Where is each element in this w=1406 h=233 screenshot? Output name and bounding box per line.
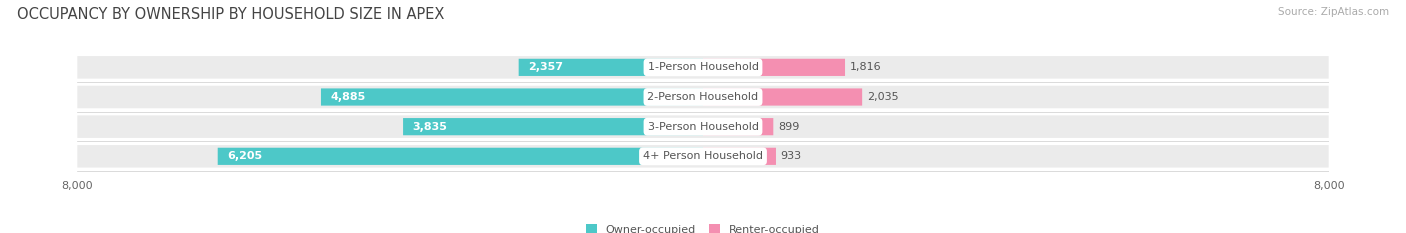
Text: 1-Person Household: 1-Person Household (648, 62, 758, 72)
FancyBboxPatch shape (703, 88, 862, 106)
Text: 4,885: 4,885 (330, 92, 366, 102)
Text: 3,835: 3,835 (412, 122, 447, 132)
FancyBboxPatch shape (77, 115, 1329, 138)
Text: 2,035: 2,035 (868, 92, 898, 102)
Text: 1,816: 1,816 (849, 62, 882, 72)
Text: 2,357: 2,357 (529, 62, 562, 72)
Text: 933: 933 (780, 151, 801, 161)
Text: 3-Person Household: 3-Person Household (648, 122, 758, 132)
Text: Source: ZipAtlas.com: Source: ZipAtlas.com (1278, 7, 1389, 17)
FancyBboxPatch shape (703, 148, 776, 165)
FancyBboxPatch shape (77, 145, 1329, 168)
FancyBboxPatch shape (404, 118, 703, 135)
Text: 899: 899 (778, 122, 800, 132)
Text: 6,205: 6,205 (228, 151, 263, 161)
Legend: Owner-occupied, Renter-occupied: Owner-occupied, Renter-occupied (581, 220, 825, 233)
FancyBboxPatch shape (218, 148, 703, 165)
FancyBboxPatch shape (703, 118, 773, 135)
Text: 2-Person Household: 2-Person Household (647, 92, 759, 102)
FancyBboxPatch shape (77, 86, 1329, 108)
FancyBboxPatch shape (321, 88, 703, 106)
Text: 4+ Person Household: 4+ Person Household (643, 151, 763, 161)
Text: OCCUPANCY BY OWNERSHIP BY HOUSEHOLD SIZE IN APEX: OCCUPANCY BY OWNERSHIP BY HOUSEHOLD SIZE… (17, 7, 444, 22)
FancyBboxPatch shape (703, 59, 845, 76)
FancyBboxPatch shape (77, 56, 1329, 79)
FancyBboxPatch shape (519, 59, 703, 76)
